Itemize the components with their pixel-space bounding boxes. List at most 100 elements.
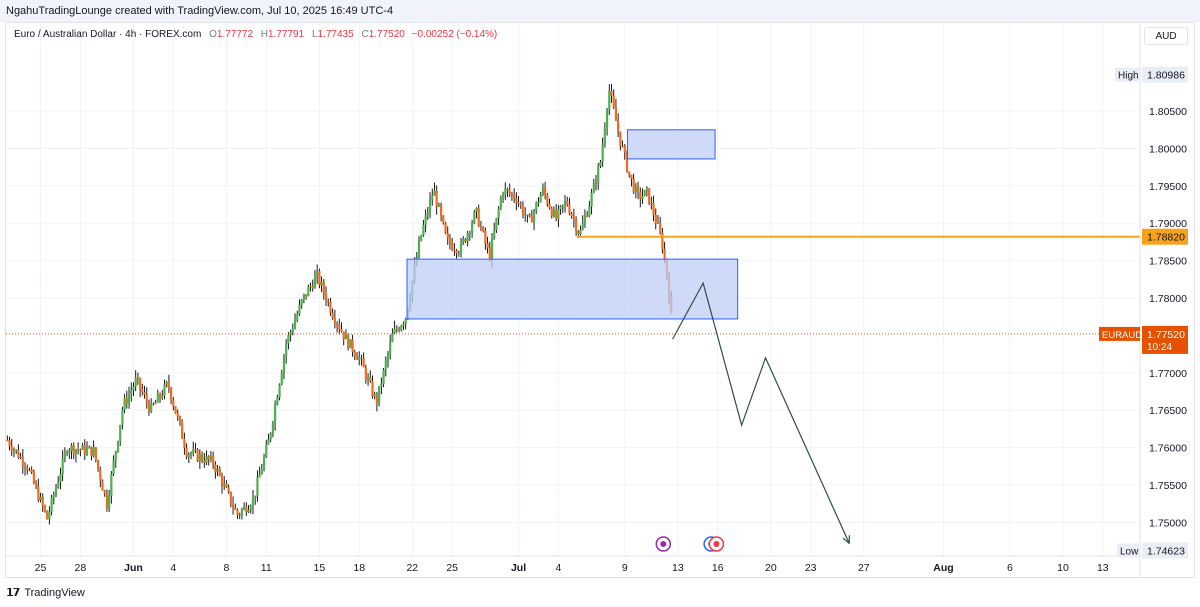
upper-supply-zone[interactable] <box>626 129 716 160</box>
candle-body <box>519 203 522 206</box>
candle-body <box>48 511 51 520</box>
candle-body <box>37 486 40 501</box>
price-tick-label: 1.76000 <box>1149 443 1187 455</box>
candle-body <box>220 475 224 487</box>
candle-body <box>178 416 182 423</box>
candle-body <box>183 438 186 448</box>
candle-body <box>654 215 657 224</box>
high-label: H <box>260 29 269 40</box>
lower-demand-zone[interactable] <box>406 258 739 320</box>
candle-body <box>437 204 440 207</box>
candle-body <box>223 483 226 487</box>
candle-body <box>462 238 465 243</box>
candle-body <box>256 477 259 496</box>
candle-body <box>659 222 662 233</box>
price-tick-label: 1.76500 <box>1149 405 1187 417</box>
top-bar: NgahuTradingLounge created with TradingV… <box>0 0 1200 22</box>
lightning-event-icon-dot <box>660 541 667 547</box>
candle-body <box>147 402 151 412</box>
level-price-tag <box>1142 228 1188 245</box>
candle-body <box>192 449 195 454</box>
candle-body <box>61 457 64 475</box>
candle-body <box>54 487 58 495</box>
candle-body <box>424 215 427 226</box>
open-label: O <box>209 29 217 40</box>
candle-body <box>351 339 354 352</box>
candle-body <box>459 242 463 254</box>
candle-body <box>574 219 578 232</box>
candle-body <box>340 329 343 332</box>
candle-body <box>426 212 429 216</box>
candle-body <box>645 188 649 191</box>
candle-body <box>444 222 447 234</box>
drawings[interactable] <box>6 129 1140 552</box>
low-label: Low <box>1120 547 1139 558</box>
candle-body <box>83 445 86 455</box>
candle-body <box>39 496 42 501</box>
footer-brand[interactable]: TradingView <box>24 586 85 599</box>
candle-body <box>524 214 527 216</box>
candle-body <box>493 230 496 239</box>
candle-body <box>269 433 272 440</box>
candle-body <box>289 331 292 336</box>
candle-body <box>313 276 317 289</box>
candle-body <box>265 444 268 457</box>
candle-body <box>300 299 303 306</box>
candle-body <box>422 225 425 236</box>
time-tick-label: Aug <box>933 562 953 574</box>
candle-body <box>207 456 210 460</box>
candle-body <box>353 351 356 357</box>
candle-body <box>495 217 498 231</box>
candle-body <box>333 317 336 324</box>
candle-body <box>32 472 35 484</box>
candle-body <box>23 465 27 468</box>
candle-body <box>240 509 244 515</box>
candle-body <box>161 395 164 398</box>
candle-body <box>384 361 387 370</box>
footer: 𝟭𝟳 TradingView <box>6 586 85 600</box>
candle-body <box>464 238 467 242</box>
candle-body <box>112 460 115 474</box>
candle-body <box>590 192 593 207</box>
tradingview-logo-icon[interactable]: 𝟭𝟳 <box>6 587 20 599</box>
current-price-tag <box>1142 325 1188 354</box>
candle-body <box>238 514 241 516</box>
time-tick-label: 28 <box>75 562 87 574</box>
candle-body <box>557 208 560 220</box>
candle-body <box>656 222 660 224</box>
candle-body <box>378 386 381 404</box>
candle-body <box>632 179 635 193</box>
candle-body <box>291 328 294 332</box>
candle-body <box>597 166 600 184</box>
candle-body <box>490 238 494 260</box>
candle-body <box>497 208 500 218</box>
candle-body <box>486 243 489 248</box>
candle-body <box>77 449 80 451</box>
candle-body <box>650 202 653 204</box>
candle-body <box>285 343 288 357</box>
candle-body <box>417 240 421 258</box>
candle-body <box>451 244 454 250</box>
candle-body <box>535 202 538 212</box>
candle-body <box>530 216 533 223</box>
candle-body <box>537 202 540 204</box>
candle-body <box>402 323 405 327</box>
low-value: 1.77435 <box>317 29 354 40</box>
candle-body <box>347 334 350 349</box>
currency-button[interactable]: AUD <box>1144 27 1188 45</box>
candle-body <box>504 188 507 195</box>
candle-body <box>274 404 277 423</box>
candle-body <box>130 390 133 395</box>
candle-body <box>457 253 460 255</box>
candle-body <box>251 497 255 507</box>
projection-path[interactable] <box>672 281 850 544</box>
candle-body <box>258 474 261 478</box>
candle-body <box>641 196 644 200</box>
candle-body <box>167 382 170 389</box>
candle-body <box>227 487 230 492</box>
candle-body <box>212 456 215 465</box>
candle-body <box>28 469 31 471</box>
candle-body <box>152 403 155 405</box>
candle-body <box>349 339 352 349</box>
